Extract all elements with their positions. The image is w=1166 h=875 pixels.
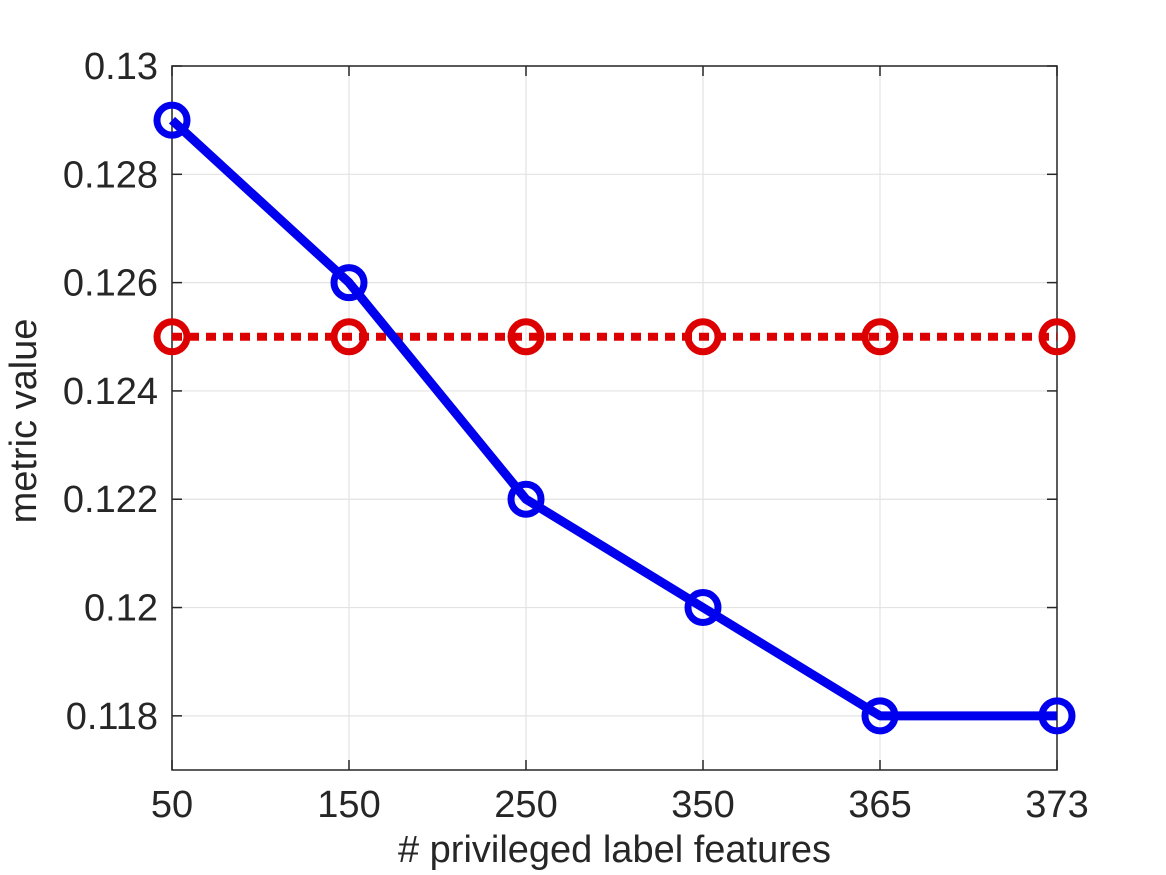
y-tick-label: 0.126: [63, 263, 158, 305]
axis-ticks: [171, 65, 1058, 770]
x-tick-label: 150: [317, 784, 380, 826]
x-tick-label: 50: [151, 784, 193, 826]
data-point-marker: [1038, 318, 1076, 356]
data-point-marker: [507, 318, 545, 356]
data-point-marker: [684, 589, 722, 627]
x-tick-label: 350: [671, 784, 734, 826]
data-point-marker: [153, 101, 191, 139]
data-point-marker: [153, 318, 191, 356]
series-line: [168, 116, 1057, 721]
data-point-marker: [507, 480, 545, 518]
data-point-marker: [861, 697, 899, 735]
y-tick-label: 0.122: [63, 479, 158, 521]
series-layer: [153, 101, 1076, 735]
y-tick-label: 0.124: [63, 371, 158, 413]
y-tick-label: 0.13: [84, 46, 158, 88]
series-1: [153, 101, 1076, 735]
tick-labels: 50 150 250 350 365 373 0.118 0.12 0.122 0.124 0.12…: [63, 46, 1089, 826]
series-2: [153, 318, 1076, 356]
x-axis-title: # privileged label features: [398, 829, 831, 871]
x-tick-label: 373: [1025, 784, 1088, 826]
x-tick-label: 250: [494, 784, 557, 826]
data-point-marker: [330, 264, 368, 302]
data-point-marker: [684, 318, 722, 356]
y-tick-label: 0.12: [84, 588, 158, 630]
plot-frame: [171, 65, 1058, 771]
y-tick-label: 0.128: [63, 154, 158, 196]
data-point-marker: [861, 318, 899, 356]
data-point-marker: [1038, 697, 1076, 735]
data-point-marker: [330, 318, 368, 356]
grid-lines: [171, 65, 1058, 770]
y-axis-title: metric value: [3, 319, 45, 524]
x-tick-label: 365: [848, 784, 911, 826]
y-tick-label: 0.118: [66, 696, 158, 738]
